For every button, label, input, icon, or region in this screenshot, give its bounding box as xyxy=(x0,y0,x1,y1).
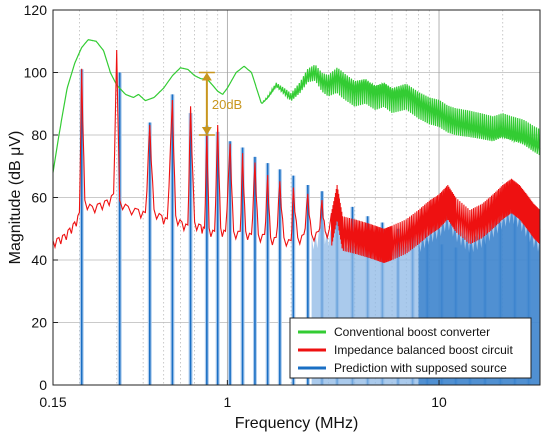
x-tick-label: 1 xyxy=(223,394,231,410)
y-tick-label: 20 xyxy=(31,315,47,331)
legend-label: Conventional boost converter xyxy=(334,325,490,339)
y-tick-label: 40 xyxy=(31,252,47,268)
annotation-label: 20dB xyxy=(212,97,242,112)
y-tick-label: 0 xyxy=(39,377,47,393)
y-tick-label: 100 xyxy=(24,65,48,81)
y-tick-label: 80 xyxy=(31,127,47,143)
series-conventional-boost-converter xyxy=(52,39,541,173)
x-axis-label: Frequency (MHz) xyxy=(235,415,359,432)
legend: Conventional boost converter Impedance ba… xyxy=(289,317,532,379)
y-tick-label: 60 xyxy=(31,190,47,206)
series-line-green xyxy=(52,39,541,173)
legend-label: Prediction with supposed source xyxy=(334,361,507,375)
y-axis-label: Magnitude (dB μV) xyxy=(7,131,24,265)
series-impedance-balanced-boost-circuit xyxy=(52,49,541,263)
y-tick-label: 120 xyxy=(24,2,48,18)
x-tick-label: 10 xyxy=(431,394,447,410)
x-tick-label: 0.15 xyxy=(39,394,66,410)
series-line-red xyxy=(52,49,541,263)
annotation-20db: 20dB xyxy=(198,71,242,136)
legend-box xyxy=(289,317,532,379)
legend-label: Impedance balanced boost circuit xyxy=(334,343,513,357)
axis-ticks: 0 20 40 60 80 100 120 0.15 1 10 xyxy=(24,2,447,410)
annotation-arrow-head-down xyxy=(201,127,212,135)
annotation-arrow-head-up xyxy=(201,72,212,81)
